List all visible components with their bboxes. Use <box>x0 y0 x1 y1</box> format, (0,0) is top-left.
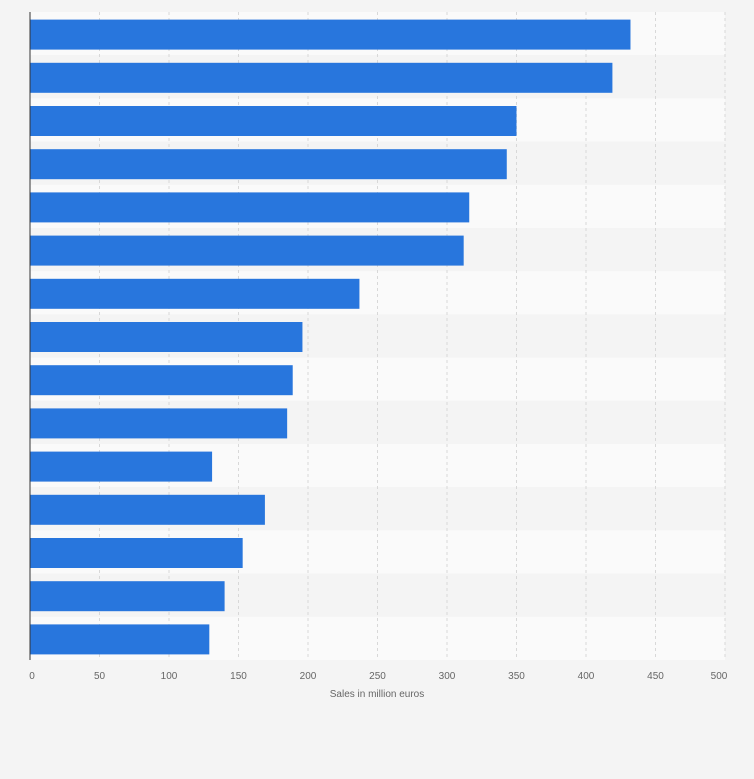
x-tick-label: 300 <box>439 671 456 682</box>
x-tick-label: 200 <box>300 671 317 682</box>
bar[interactable] <box>30 149 507 180</box>
bar[interactable] <box>30 62 613 93</box>
bar[interactable] <box>30 106 517 136</box>
x-tick-label: 100 <box>161 671 178 682</box>
bar[interactable] <box>30 408 288 439</box>
x-tick-label: 150 <box>230 671 247 682</box>
x-tick-label: 250 <box>369 671 386 682</box>
bar[interactable] <box>30 235 464 266</box>
x-tick-label: 350 <box>508 671 525 682</box>
x-tick-label: 500 <box>711 671 728 682</box>
bar[interactable] <box>30 192 470 223</box>
x-tick-label: 0 <box>29 671 35 682</box>
bar[interactable] <box>30 581 225 612</box>
bars <box>30 19 631 655</box>
x-axis-label: Sales in million euros <box>330 689 425 700</box>
bar[interactable] <box>30 538 243 568</box>
bar[interactable] <box>30 451 213 482</box>
bar[interactable] <box>30 494 265 525</box>
bar[interactable] <box>30 19 631 50</box>
x-tick-label: 450 <box>647 671 664 682</box>
x-tick-labels: 0 50 100 150 200 250 300 350 400 450 500 <box>29 671 728 682</box>
bar[interactable] <box>30 278 360 309</box>
bar[interactable] <box>30 624 210 655</box>
x-tick-label: 400 <box>578 671 595 682</box>
bar[interactable] <box>30 322 303 352</box>
x-tick-label: 50 <box>94 671 106 682</box>
bar[interactable] <box>30 365 293 396</box>
